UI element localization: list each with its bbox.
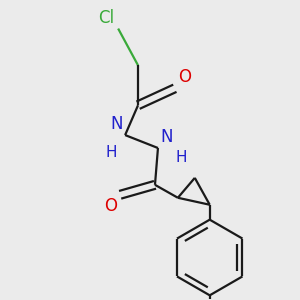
Text: N: N: [160, 128, 172, 146]
Text: Cl: Cl: [98, 9, 114, 27]
Text: O: O: [178, 68, 191, 86]
Text: H: H: [176, 150, 188, 165]
Text: O: O: [104, 197, 117, 215]
Text: H: H: [106, 145, 117, 160]
Text: N: N: [111, 115, 123, 133]
